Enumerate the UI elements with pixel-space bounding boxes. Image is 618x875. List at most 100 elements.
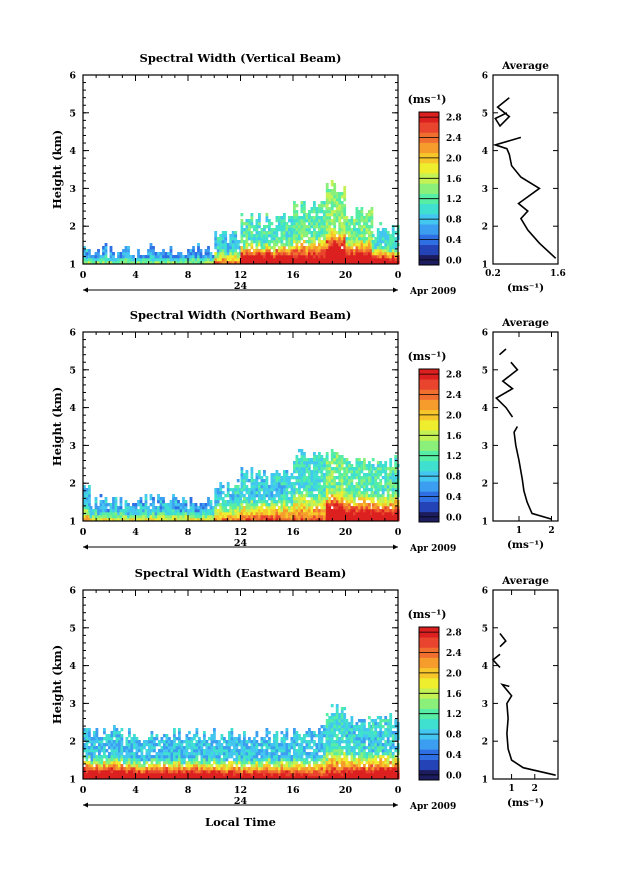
heatmap-cell <box>328 255 332 259</box>
heatmap-cell <box>313 458 316 462</box>
heatmap-cell <box>117 255 120 259</box>
heatmap-cell <box>379 258 383 262</box>
heatmap-cell <box>194 512 198 516</box>
heatmap-cell <box>273 243 276 247</box>
heatmap-cell <box>104 515 108 519</box>
heatmap-cell <box>216 512 220 516</box>
heatmap-cell <box>163 755 166 759</box>
heatmap-cell <box>273 776 276 780</box>
heatmap-cell <box>303 234 306 238</box>
heatmap-cell <box>193 752 196 756</box>
heatmap-cell <box>325 470 329 474</box>
heatmap-cell <box>280 485 284 489</box>
heatmap-cell <box>323 506 326 510</box>
heatmap-cell <box>343 243 347 247</box>
heatmap-cell <box>318 488 321 492</box>
heatmap-cell <box>142 509 145 513</box>
heatmap-cell <box>384 467 388 471</box>
heatmap-cell <box>93 746 96 750</box>
heatmap-cell <box>102 246 105 250</box>
heatmap-cell <box>298 240 301 244</box>
heatmap-cell <box>255 767 259 771</box>
heatmap-cell <box>155 761 159 765</box>
heatmap-cell <box>323 746 326 750</box>
heatmap-cell <box>109 249 113 253</box>
heatmap-cell <box>236 258 240 262</box>
heatmap-cell <box>280 491 284 495</box>
profile-x-tick-label: 1.6 <box>550 269 566 279</box>
heatmap-cell <box>280 237 284 241</box>
heatmap-cell <box>229 237 233 241</box>
heatmap-cell <box>207 497 210 501</box>
heatmap-cell <box>278 228 281 232</box>
heatmap-cell <box>265 752 269 756</box>
heatmap-cell <box>132 258 135 262</box>
heatmap-cell <box>215 743 219 747</box>
heatmap-cell <box>290 228 294 232</box>
heatmap-cell <box>229 500 233 504</box>
heatmap-cell <box>195 731 199 735</box>
heatmap-cell <box>198 761 201 765</box>
heatmap-cell <box>391 488 395 492</box>
heatmap-cell <box>293 740 296 744</box>
heatmap-cell <box>221 497 225 501</box>
heatmap-cell <box>189 509 193 513</box>
colorbar-swatch <box>419 379 439 390</box>
heatmap-cell <box>325 755 329 759</box>
heatmap-cell <box>130 770 134 774</box>
heatmap-cell <box>348 491 351 495</box>
heatmap-cell <box>363 512 366 516</box>
heatmap-cell <box>368 497 371 501</box>
heatmap-cell <box>83 246 86 250</box>
heatmap-cell <box>305 458 309 462</box>
heatmap-cell <box>335 195 339 199</box>
heatmap-cell <box>143 755 146 759</box>
heatmap-cell <box>305 752 309 756</box>
heatmap-cell <box>224 509 228 513</box>
heatmap-cell <box>145 758 149 762</box>
heatmap-cell <box>333 452 337 456</box>
heatmap-cell <box>102 518 105 522</box>
heatmap-cell <box>157 518 160 522</box>
heatmap-cell <box>313 473 316 477</box>
colorbar-tick-label: 1.6 <box>446 432 462 442</box>
heatmap-cell <box>353 515 356 519</box>
heatmap-cell <box>192 515 195 519</box>
heatmap-cell <box>308 752 311 756</box>
heatmap-cell <box>228 764 231 768</box>
heatmap-cell <box>389 470 393 474</box>
heatmap-cell <box>183 752 186 756</box>
heatmap-cell <box>348 734 351 738</box>
heatmap-cell <box>389 240 393 244</box>
heatmap-cell <box>275 512 279 516</box>
heatmap-cell <box>88 767 91 771</box>
heatmap-cell <box>389 518 393 522</box>
heatmap-cell <box>113 752 116 756</box>
heatmap-cell <box>338 213 342 217</box>
heatmap-cell <box>363 255 366 259</box>
heatmap-cell <box>148 749 151 753</box>
heatmap-cell <box>128 743 131 747</box>
heatmap-cell <box>149 494 153 498</box>
heatmap-cell <box>335 515 339 519</box>
heatmap-cell <box>255 485 259 489</box>
heatmap-cell <box>325 734 329 738</box>
profile-frame <box>492 331 559 522</box>
heatmap-cell <box>200 755 204 759</box>
heatmap-cell <box>243 240 246 244</box>
heatmap-cell <box>110 740 114 744</box>
heatmap-cell <box>83 776 86 780</box>
heatmap-cell <box>345 755 349 759</box>
heatmap-cell <box>305 743 309 747</box>
heatmap-cell <box>154 515 158 519</box>
heatmap-cell <box>345 506 349 510</box>
heatmap-cell <box>214 243 218 247</box>
colorbar-swatch <box>419 203 439 215</box>
heatmap-cell <box>190 764 194 768</box>
heatmap-cell <box>293 746 296 750</box>
heatmap-cell <box>97 509 100 513</box>
heatmap-cell <box>147 249 150 253</box>
heatmap-cell <box>268 506 271 510</box>
heatmap-cell <box>159 503 163 507</box>
heatmap-cell <box>118 740 121 744</box>
